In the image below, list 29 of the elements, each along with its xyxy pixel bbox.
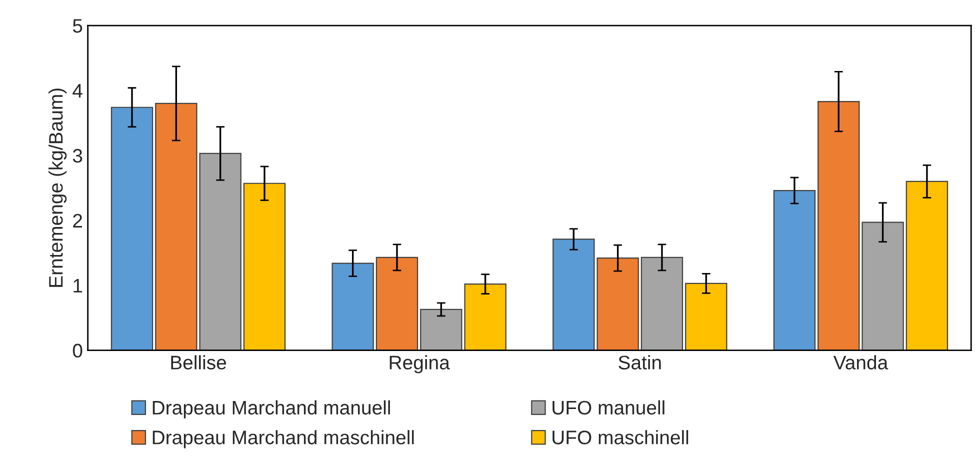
y-tick-label: 3: [72, 148, 82, 163]
bar: [552, 238, 595, 350]
x-tick-label: Vanda: [833, 355, 888, 370]
x-tick-label: Regina: [390, 355, 450, 374]
legend-label: UFO manuell: [552, 400, 664, 415]
bar: [640, 256, 684, 350]
bar: [906, 180, 948, 350]
bar: [420, 308, 462, 350]
bar: [773, 190, 816, 350]
bar: [464, 284, 506, 350]
y-axis-title: Erntemenge (kg/Baum): [48, 88, 67, 287]
bar: [685, 282, 728, 350]
x-tick-label: Bellise: [171, 355, 226, 370]
legend-label: Drapeau Marchand maschinell: [152, 430, 414, 448]
y-tick-label: 1: [74, 279, 82, 292]
y-tick-label: 0: [72, 344, 82, 358]
bar: [596, 258, 639, 350]
bar: [862, 222, 904, 350]
legend-label: Drapeau Marchand manuell: [152, 400, 390, 418]
y-tick-label: 4: [72, 84, 82, 98]
bar: [243, 182, 286, 350]
bar: [332, 262, 374, 350]
bar: [376, 256, 418, 350]
bar: [110, 106, 154, 350]
bar: [818, 100, 860, 350]
y-tick-label: 5: [72, 19, 82, 33]
y-tick-label: 2: [73, 214, 82, 228]
legend-label: UFO maschinell: [552, 430, 688, 444]
x-tick-label: Satin: [618, 355, 661, 370]
